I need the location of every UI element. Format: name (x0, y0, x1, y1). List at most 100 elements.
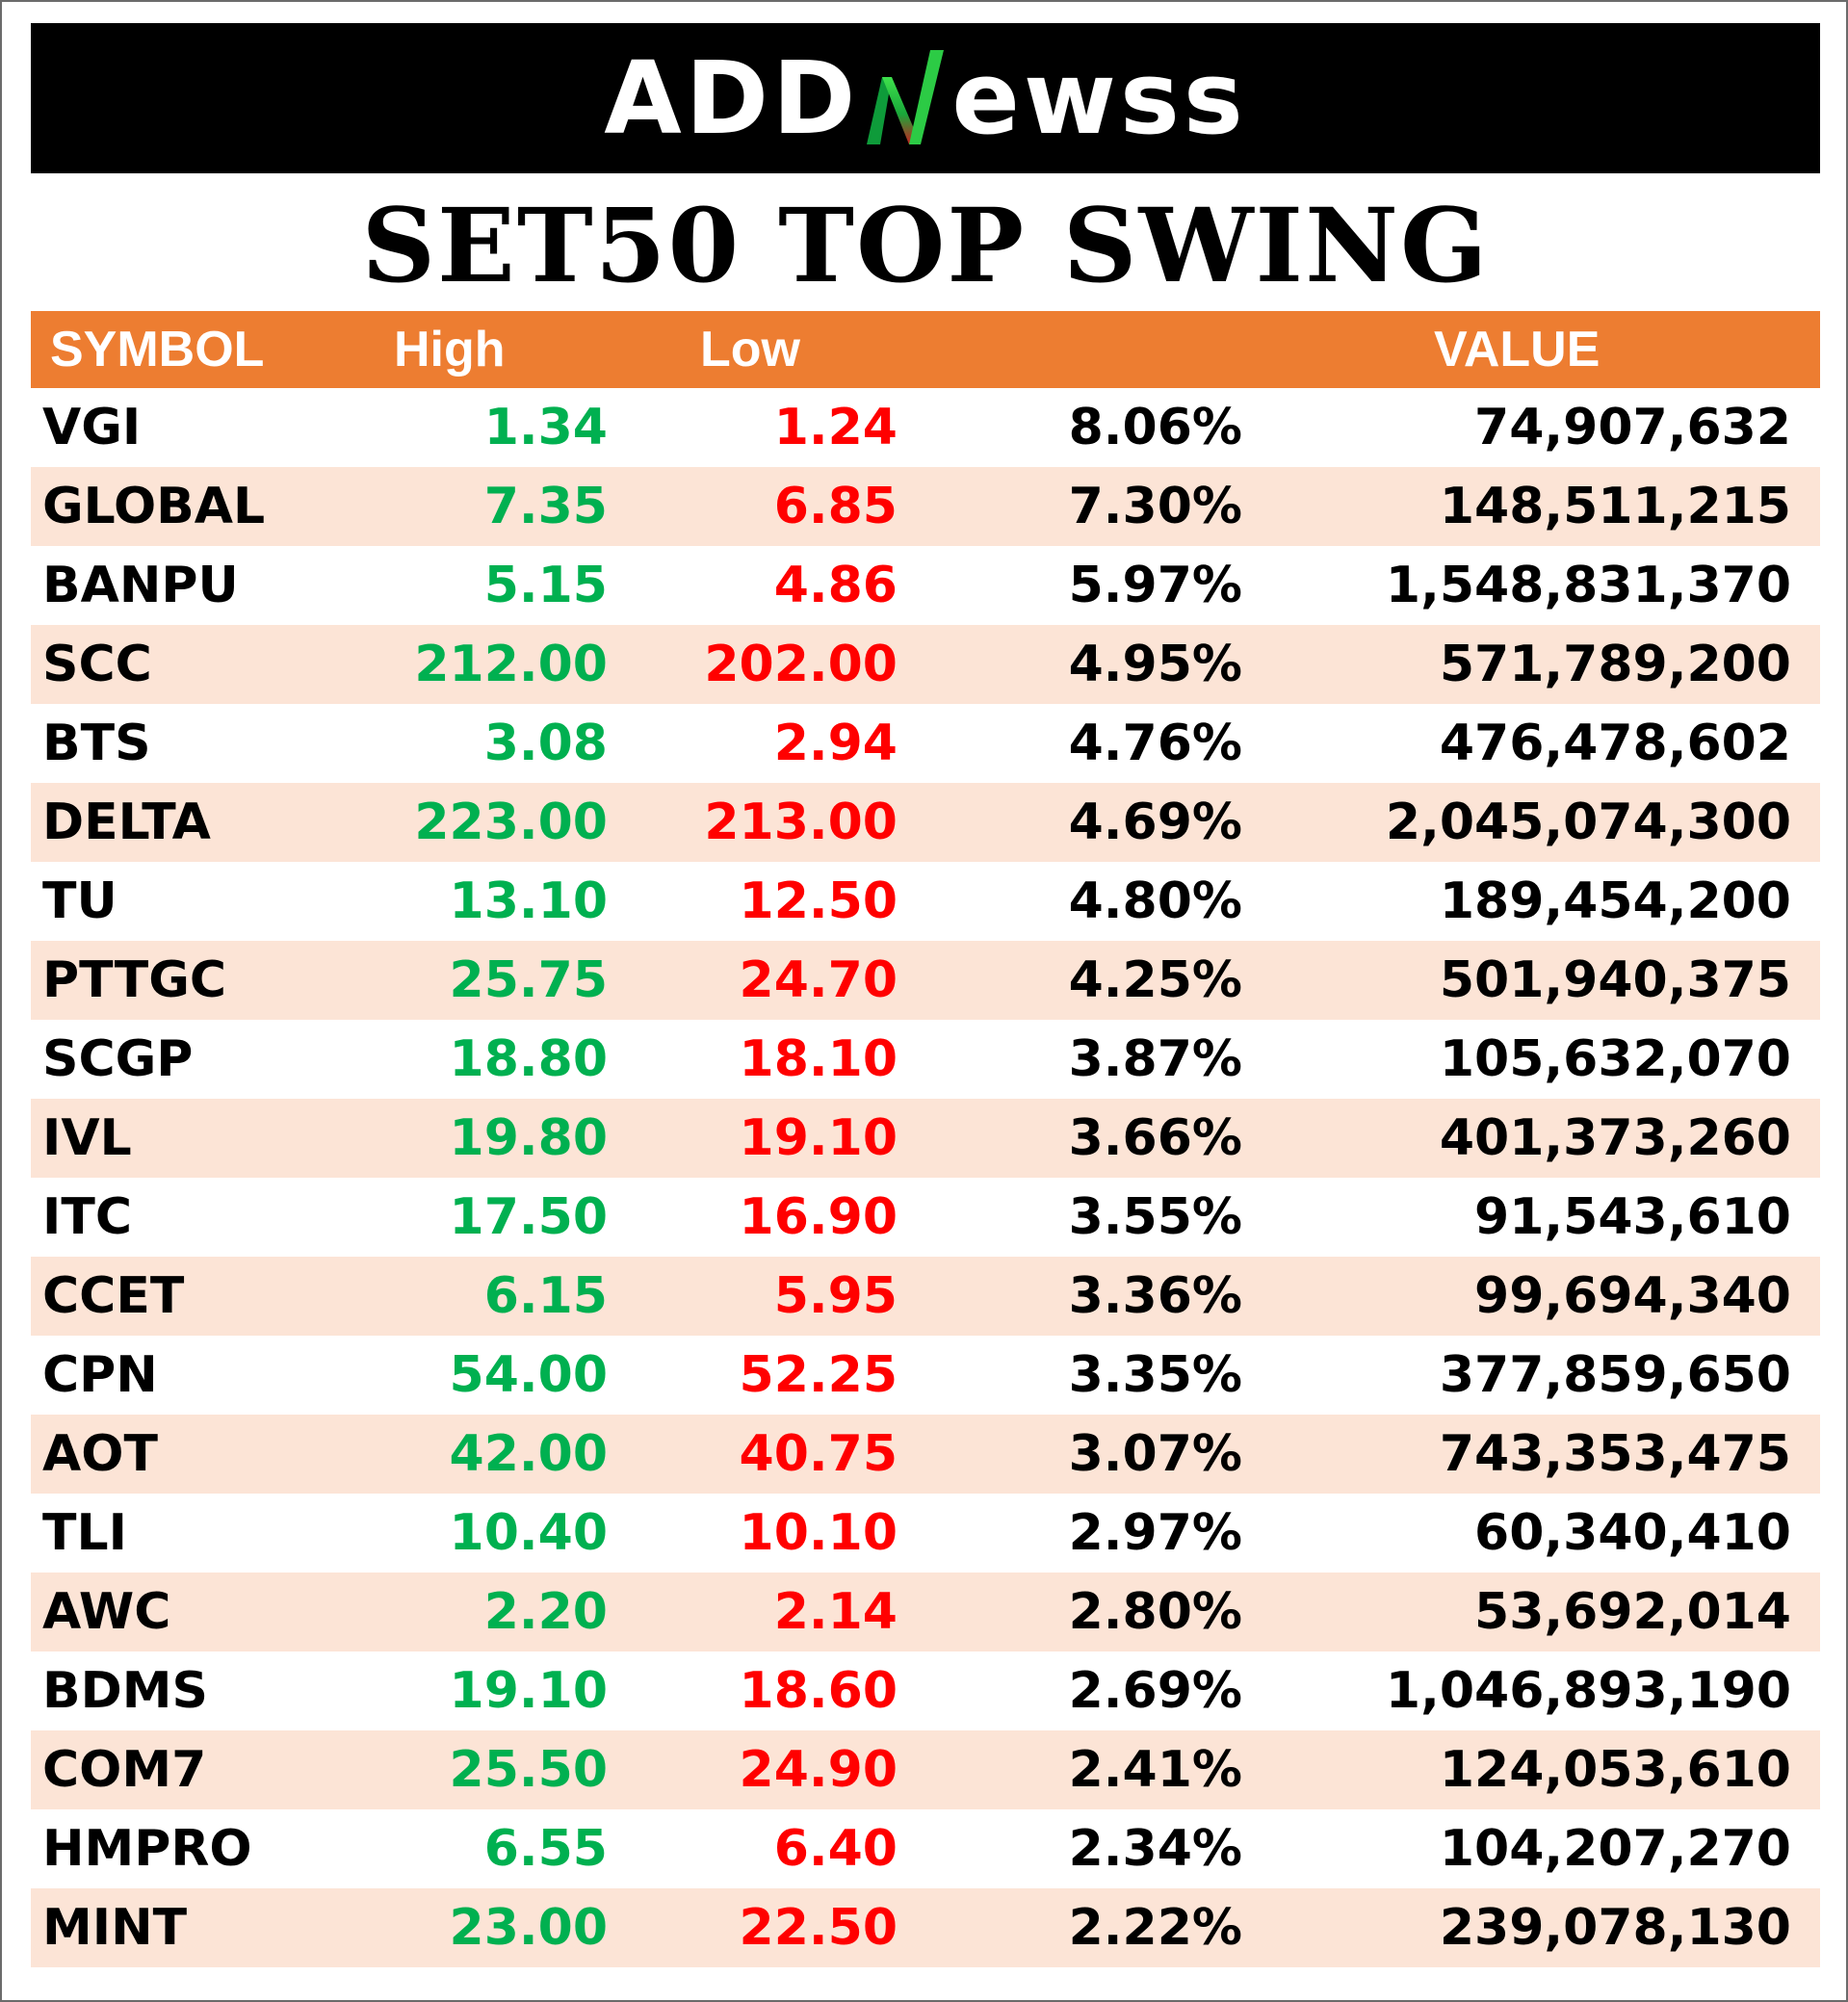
cell-high: 212.00 (414, 636, 608, 693)
cell-high: 1.34 (483, 399, 608, 456)
header-high: High (394, 322, 506, 377)
cell-value: 1,548,831,370 (1385, 557, 1791, 614)
cell-high: 54.00 (449, 1346, 608, 1404)
cell-symbol: HMPRO (42, 1820, 252, 1878)
cell-pct: 2.97% (1068, 1504, 1242, 1562)
cell-value: 571,789,200 (1439, 636, 1791, 693)
cell-value: 476,478,602 (1439, 715, 1791, 772)
cell-pct: 2.80% (1068, 1583, 1242, 1641)
cell-pct: 4.69% (1068, 793, 1242, 851)
cell-symbol: SCGP (42, 1030, 194, 1088)
cell-symbol: VGI (42, 399, 142, 456)
cell-high: 19.10 (449, 1662, 608, 1720)
swing-table: SYMBOL High Low VALUE VGI 1.34 1.24 8.06% 74… (31, 311, 1820, 1967)
cell-value: 99,694,340 (1474, 1267, 1791, 1325)
cell-pct: 3.36% (1068, 1267, 1242, 1325)
table-row: VGI 1.34 1.24 8.06% 74,907,632 (31, 388, 1820, 467)
table-header: SYMBOL High Low VALUE (31, 311, 1820, 388)
cell-high: 6.55 (483, 1820, 608, 1878)
cell-high: 223.00 (414, 793, 608, 851)
cell-symbol: BDMS (42, 1662, 208, 1720)
cell-low: 4.86 (773, 557, 898, 614)
cell-symbol: TU (42, 872, 117, 930)
table-row: SCC 212.00 202.00 4.95% 571,789,200 (31, 625, 1820, 704)
cell-low: 16.90 (739, 1188, 898, 1246)
cell-pct: 3.35% (1068, 1346, 1242, 1404)
brand-name-part2: ewss (951, 39, 1247, 157)
cell-value: 53,692,014 (1474, 1583, 1791, 1641)
cell-symbol: AOT (42, 1425, 158, 1483)
cell-value: 189,454,200 (1439, 872, 1791, 930)
cell-value: 104,207,270 (1439, 1820, 1791, 1878)
cell-pct: 5.97% (1068, 557, 1242, 614)
cell-symbol: COM7 (42, 1741, 207, 1799)
cell-low: 6.85 (773, 478, 898, 535)
table-row: ITC 17.50 16.90 3.55% 91,543,610 (31, 1178, 1820, 1257)
cell-value: 148,511,215 (1439, 478, 1791, 535)
cell-low: 213.00 (704, 793, 898, 851)
cell-low: 1.24 (773, 399, 898, 456)
cell-value: 501,940,375 (1439, 951, 1791, 1009)
table-row: HMPRO 6.55 6.40 2.34% 104,207,270 (31, 1809, 1820, 1888)
cell-pct: 3.66% (1068, 1109, 1242, 1167)
table-row: AOT 42.00 40.75 3.07% 743,353,475 (31, 1415, 1820, 1494)
cell-pct: 2.41% (1068, 1741, 1242, 1799)
cell-low: 22.50 (739, 1899, 898, 1957)
cell-pct: 4.80% (1068, 872, 1242, 930)
table-row: CCET 6.15 5.95 3.36% 99,694,340 (31, 1257, 1820, 1336)
cell-low: 12.50 (739, 872, 898, 930)
cell-low: 202.00 (704, 636, 898, 693)
cell-pct: 4.25% (1068, 951, 1242, 1009)
table-row: TLI 10.40 10.10 2.97% 60,340,410 (31, 1494, 1820, 1573)
cell-symbol: MINT (42, 1899, 188, 1957)
cell-pct: 8.06% (1068, 399, 1242, 456)
cell-high: 2.20 (483, 1583, 608, 1641)
table-row: PTTGC 25.75 24.70 4.25% 501,940,375 (31, 941, 1820, 1020)
cell-pct: 3.55% (1068, 1188, 1242, 1246)
cell-low: 5.95 (773, 1267, 898, 1325)
cell-low: 24.70 (739, 951, 898, 1009)
cell-value: 401,373,260 (1439, 1109, 1791, 1167)
cell-high: 13.10 (449, 872, 608, 930)
table-row: MINT 23.00 22.50 2.22% 239,078,130 (31, 1888, 1820, 1967)
cell-high: 6.15 (483, 1267, 608, 1325)
cell-symbol: BTS (42, 715, 151, 772)
cell-pct: 2.34% (1068, 1820, 1242, 1878)
cell-symbol: PTTGC (42, 951, 227, 1009)
cell-low: 24.90 (739, 1741, 898, 1799)
cell-high: 17.50 (449, 1188, 608, 1246)
table-row: BANPU 5.15 4.86 5.97% 1,548,831,370 (31, 546, 1820, 625)
cell-low: 2.14 (773, 1583, 898, 1641)
table-body: VGI 1.34 1.24 8.06% 74,907,632 GLOBAL 7.35 6.85… (31, 388, 1820, 1967)
cell-low: 40.75 (739, 1425, 898, 1483)
cell-pct: 4.95% (1068, 636, 1242, 693)
cell-value: 1,046,893,190 (1385, 1662, 1791, 1720)
cell-symbol: AWC (42, 1583, 171, 1641)
cell-symbol: BANPU (42, 557, 239, 614)
table-row: IVL 19.80 19.10 3.66% 401,373,260 (31, 1099, 1820, 1178)
cell-value: 2,045,074,300 (1385, 793, 1791, 851)
cell-value: 91,543,610 (1474, 1188, 1791, 1246)
cell-high: 19.80 (449, 1109, 608, 1167)
cell-value: 377,859,650 (1439, 1346, 1791, 1404)
cell-high: 25.75 (449, 951, 608, 1009)
cell-value: 105,632,070 (1439, 1030, 1791, 1088)
cell-symbol: CPN (42, 1346, 158, 1404)
header-value: VALUE (1434, 322, 1601, 377)
cell-symbol: GLOBAL (42, 478, 266, 535)
header-symbol: SYMBOL (50, 322, 265, 377)
cell-pct: 2.22% (1068, 1899, 1242, 1957)
cell-low: 10.10 (739, 1504, 898, 1562)
cell-high: 7.35 (483, 478, 608, 535)
table-row: BTS 3.08 2.94 4.76% 476,478,602 (31, 704, 1820, 783)
table-row: SCGP 18.80 18.10 3.87% 105,632,070 (31, 1020, 1820, 1099)
cell-high: 25.50 (449, 1741, 608, 1799)
table-row: CPN 54.00 52.25 3.35% 377,859,650 (31, 1336, 1820, 1415)
cell-symbol: ITC (42, 1188, 132, 1246)
cell-symbol: DELTA (42, 793, 211, 851)
cell-high: 23.00 (449, 1899, 608, 1957)
brand-header: ADD ewss (31, 23, 1820, 173)
table-row: GLOBAL 7.35 6.85 7.30% 148,511,215 (31, 467, 1820, 546)
cell-symbol: TLI (42, 1504, 127, 1562)
